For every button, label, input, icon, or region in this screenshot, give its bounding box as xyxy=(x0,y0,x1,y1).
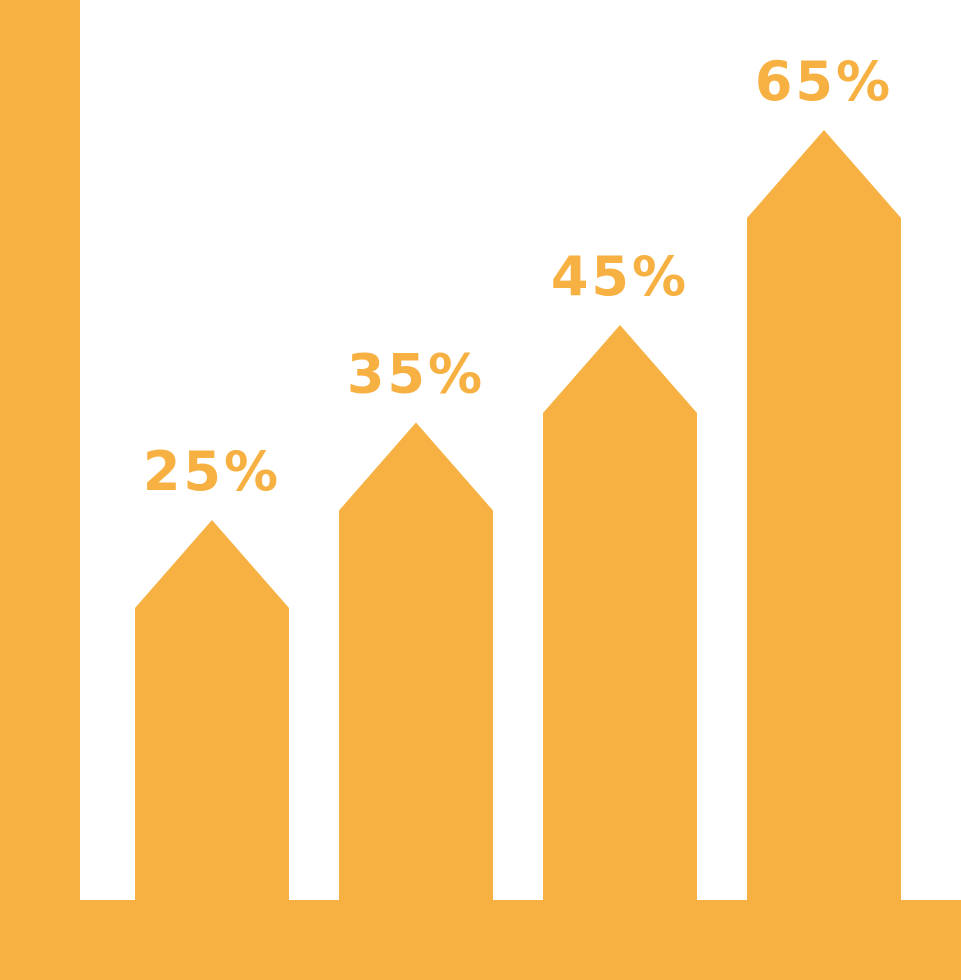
data-label-3: 45% xyxy=(551,245,689,308)
data-label-1: 25% xyxy=(143,440,281,503)
arrow-bar-2 xyxy=(339,422,493,900)
data-label-2: 35% xyxy=(347,343,485,406)
y-axis xyxy=(0,0,80,980)
arrow-bar-3 xyxy=(543,325,697,900)
x-axis xyxy=(0,900,961,980)
data-label-4: 65% xyxy=(755,50,893,113)
arrow-bar-1 xyxy=(135,520,289,900)
arrow-bar-4 xyxy=(747,130,901,900)
